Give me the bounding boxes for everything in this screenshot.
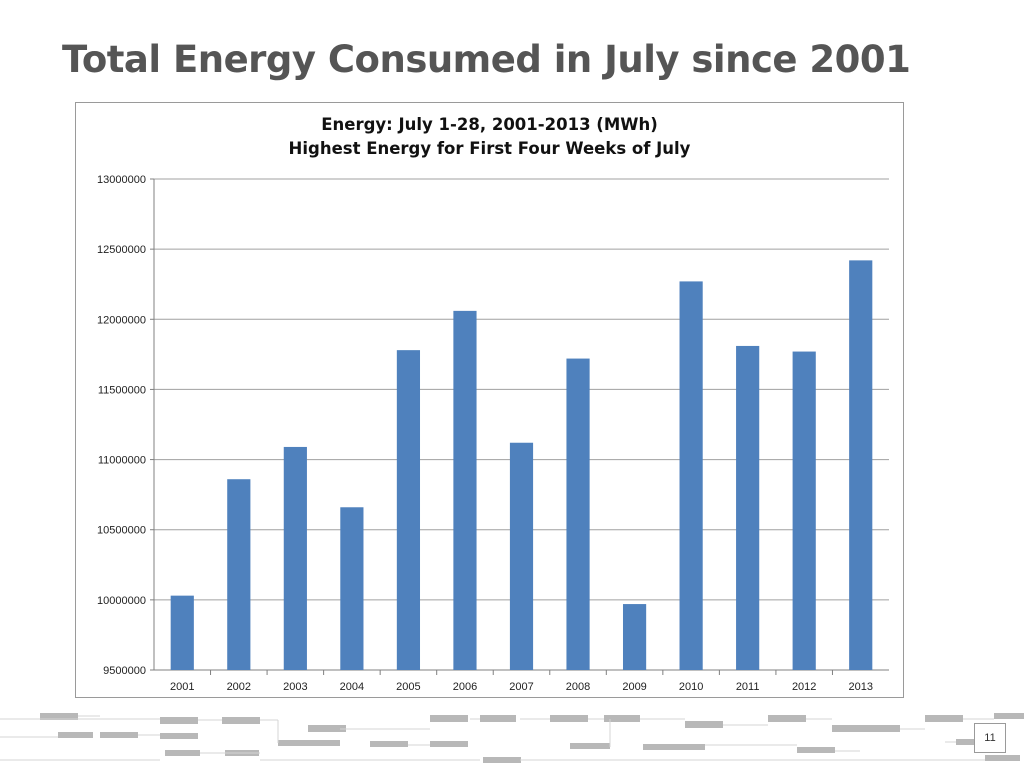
bar <box>679 281 703 670</box>
chart-frame: Energy: July 1-28, 2001-2013 (MWh) Highe… <box>75 102 904 698</box>
circuit-block <box>925 715 963 722</box>
circuit-block <box>222 717 260 724</box>
circuit-block <box>160 717 198 724</box>
circuit-block <box>160 733 198 739</box>
footer-decoration <box>0 705 1024 768</box>
bar <box>283 446 307 670</box>
circuit-block <box>994 713 1024 719</box>
chart-subtitle: Highest Energy for First Four Weeks of J… <box>288 139 691 158</box>
x-tick-label: 2004 <box>340 681 364 693</box>
y-tick-label: 10500000 <box>97 525 146 537</box>
circuit-block <box>604 715 640 722</box>
bar <box>736 345 760 670</box>
circuit-block <box>956 739 982 745</box>
circuit-block <box>685 721 723 728</box>
circuit-block <box>570 743 610 749</box>
y-tick-label: 9500000 <box>103 665 146 677</box>
circuit-block <box>483 757 521 763</box>
y-tick-label: 11000000 <box>98 455 146 467</box>
x-tick-label: 2010 <box>679 681 703 693</box>
bar <box>566 358 590 670</box>
circuit-decoration <box>0 713 1024 763</box>
circuit-block <box>643 744 705 750</box>
circuit-block <box>832 725 900 732</box>
circuit-block <box>100 732 138 738</box>
circuit-block <box>58 732 93 738</box>
bar <box>227 479 251 670</box>
x-tick-label: 2008 <box>566 681 590 693</box>
circuit-block <box>370 741 408 747</box>
y-tick-label: 12500000 <box>97 244 146 256</box>
y-tick-label: 10000000 <box>97 595 146 607</box>
circuit-block <box>985 755 1020 761</box>
page-number: 11 <box>974 723 1006 753</box>
bar <box>849 260 873 670</box>
circuit-block <box>797 747 835 753</box>
circuit-block <box>40 713 78 720</box>
bar-chart: 9500000 10000000 10500000 11000000 11500000 1… <box>97 174 889 693</box>
x-tick-label: 2006 <box>453 681 477 693</box>
y-tick-label: 12000000 <box>97 314 146 326</box>
x-tick-label: 2012 <box>792 681 816 693</box>
circuit-block <box>430 715 468 722</box>
chart-title: Energy: July 1-28, 2001-2013 (MWh) <box>321 115 658 134</box>
x-tick-label: 2005 <box>396 681 420 693</box>
bar <box>622 604 647 670</box>
bar <box>792 351 816 670</box>
circuit-block <box>480 715 516 722</box>
x-tick-label: 2013 <box>848 681 872 693</box>
x-tick-label: 2002 <box>227 681 251 693</box>
bar <box>170 595 194 670</box>
circuit-block <box>550 715 588 722</box>
y-tick-label: 13000000 <box>97 174 146 186</box>
x-tick-label: 2009 <box>622 681 646 693</box>
circuit-block <box>308 725 346 732</box>
bar <box>453 310 477 670</box>
x-tick-label: 2007 <box>509 681 533 693</box>
bar <box>340 507 364 670</box>
bar <box>396 350 421 670</box>
x-tick-label: 2001 <box>170 681 194 693</box>
circuit-block <box>278 740 340 746</box>
bar <box>509 442 534 670</box>
slide-title: Total Energy Consumed in July since 2001 <box>62 38 911 81</box>
circuit-block <box>165 750 200 756</box>
circuit-block <box>430 741 468 747</box>
x-tick-label: 2003 <box>283 681 307 693</box>
circuit-block <box>768 715 806 722</box>
x-tick-label: 2011 <box>736 681 760 693</box>
y-tick-label: 11500000 <box>98 384 146 396</box>
